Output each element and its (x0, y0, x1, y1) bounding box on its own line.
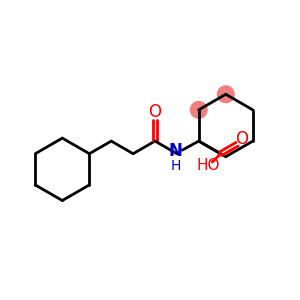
Text: O: O (235, 130, 248, 148)
Text: O: O (148, 103, 161, 121)
Text: N: N (168, 142, 182, 160)
Circle shape (218, 86, 234, 103)
Text: HO: HO (196, 158, 220, 172)
Circle shape (190, 102, 207, 118)
Text: H: H (170, 159, 181, 172)
